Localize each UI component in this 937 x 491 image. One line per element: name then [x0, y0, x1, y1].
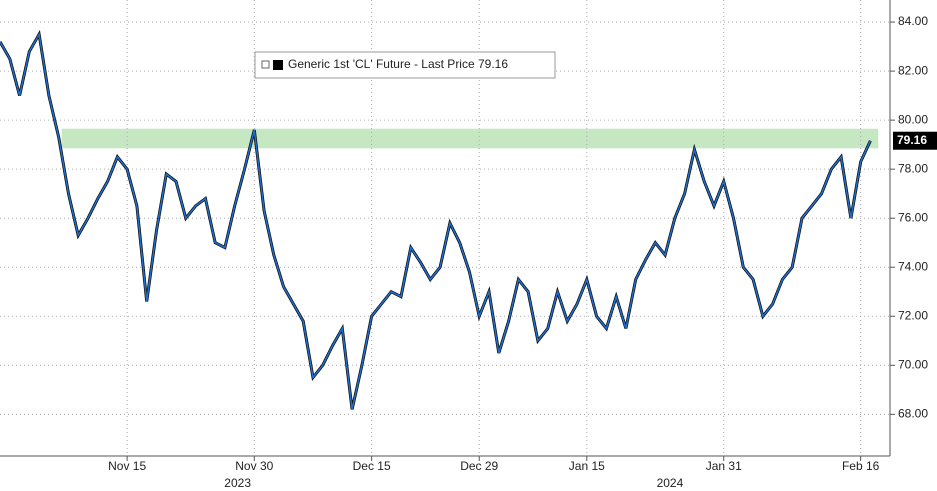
- y-tick-label: 78.00: [898, 161, 928, 175]
- legend-box: [254, 51, 556, 79]
- x-tick-label: Dec 15: [353, 459, 391, 473]
- x-tick-label: Nov 15: [108, 459, 146, 473]
- x-tick-label: Jan 31: [706, 459, 742, 473]
- legend-name: Generic 1st 'CL' Future - Last Price: [288, 57, 475, 71]
- y-tick-label: 74.00: [898, 259, 928, 273]
- legend-swatch: [273, 60, 283, 70]
- last-price-tag: [893, 131, 937, 150]
- y-tick-label: 84.00: [898, 14, 928, 28]
- x-tick-label: Nov 30: [235, 459, 273, 473]
- series-line-shadow: [0, 29, 872, 410]
- legend-label: Generic 1st 'CL' Future - Last Price 79.…: [288, 57, 508, 71]
- legend-value: 79.16: [478, 57, 508, 71]
- legend-expand-icon: [261, 60, 270, 69]
- highlight-band: [61, 128, 879, 149]
- x-tick-label: Feb 16: [842, 459, 880, 473]
- y-tick-label: 70.00: [898, 357, 928, 371]
- year-label: 2024: [657, 476, 684, 490]
- last-price-label: 79.16: [897, 133, 927, 147]
- y-tick-label: 82.00: [898, 63, 928, 77]
- y-tick-label: 68.00: [898, 406, 928, 420]
- x-tick-label: Jan 15: [569, 459, 605, 473]
- y-tick-label: 76.00: [898, 210, 928, 224]
- year-label: 2023: [224, 476, 251, 490]
- y-tick-label: 80.00: [898, 112, 928, 126]
- y-tick-label: 72.00: [898, 308, 928, 322]
- legend: Generic 1st 'CL' Future - Last Price 79.…: [254, 51, 556, 79]
- x-tick-label: Dec 29: [460, 459, 498, 473]
- series-line: [0, 32, 872, 410]
